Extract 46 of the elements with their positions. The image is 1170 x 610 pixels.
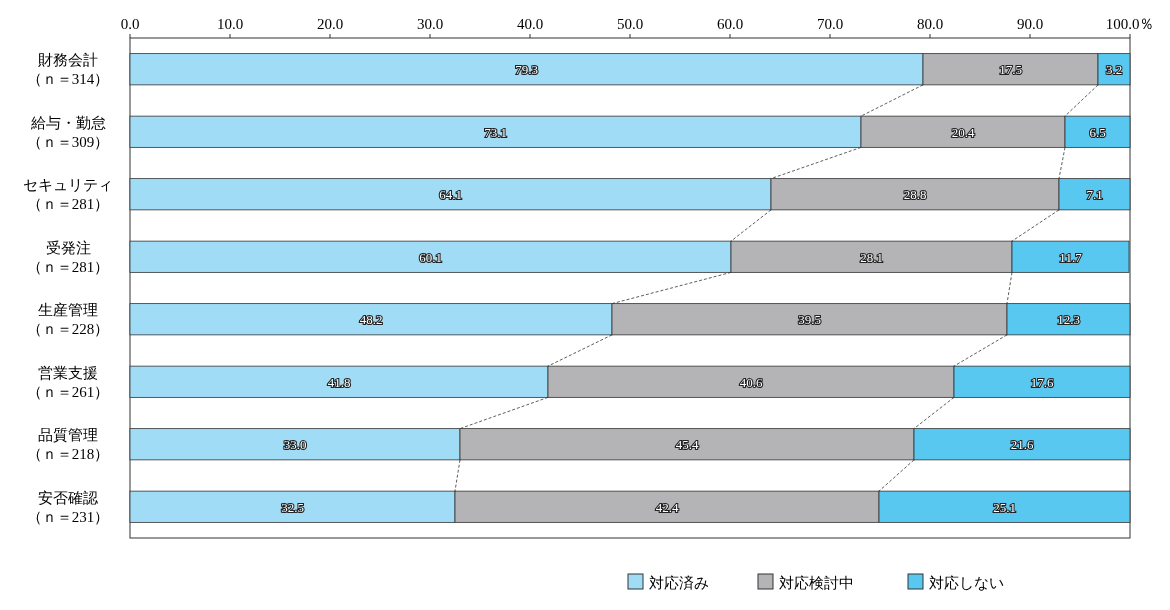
data-label: 11.7 bbox=[1059, 249, 1083, 265]
data-label: 3.2 bbox=[1105, 62, 1123, 78]
data-label: 6.5 bbox=[1089, 124, 1106, 140]
y-tick-label: 営業支援（ｎ＝261） bbox=[26, 364, 110, 400]
data-label: 28.8 bbox=[903, 187, 927, 203]
x-tick-label: 20.0 bbox=[316, 16, 344, 32]
data-label: 17.5 bbox=[999, 62, 1022, 78]
x-tick-label: 30.0 bbox=[416, 16, 444, 32]
y-tick-label: 品質管理（ｎ＝218） bbox=[26, 427, 110, 463]
data-label: 41.8 bbox=[327, 374, 351, 390]
data-label: 21.6 bbox=[1010, 437, 1034, 453]
data-label: 45.4 bbox=[675, 437, 699, 453]
y-tick-label: 受発注（ｎ＝281） bbox=[26, 239, 110, 275]
legend-label: 対応済み bbox=[649, 575, 709, 591]
x-tick-label: 80.0 bbox=[916, 16, 944, 32]
data-label: 79.3 bbox=[515, 62, 538, 78]
x-tick-label: 40.0 bbox=[516, 16, 544, 32]
x-tick-label: 0.0 bbox=[120, 16, 140, 32]
data-label: 64.1 bbox=[439, 187, 462, 203]
x-tick-label: 10.0 bbox=[216, 16, 244, 32]
data-label: 20.4 bbox=[951, 124, 975, 140]
data-label: 17.6 bbox=[1030, 374, 1054, 390]
y-tick-label: 生産管理（ｎ＝228） bbox=[26, 302, 110, 338]
data-label: 7.1 bbox=[1086, 187, 1103, 203]
legend-label: 対応検討中 bbox=[779, 575, 854, 591]
x-tick-label: 100.0％ bbox=[1105, 16, 1155, 32]
data-label: 39.5 bbox=[798, 312, 821, 328]
y-tick-label: 財務会計（ｎ＝314） bbox=[26, 52, 110, 88]
data-label: 12.3 bbox=[1057, 312, 1080, 328]
data-label: 73.1 bbox=[484, 124, 507, 140]
x-tick-label: 70.0 bbox=[816, 16, 844, 32]
data-label: 42.4 bbox=[655, 499, 679, 515]
legend-label: 対応しない bbox=[929, 575, 1004, 591]
y-tick-label: セキュリティ（ｎ＝281） bbox=[23, 177, 113, 213]
data-label: 48.2 bbox=[359, 312, 383, 328]
x-tick-label: 50.0 bbox=[616, 16, 644, 32]
y-tick-label: 安否確認（ｎ＝231） bbox=[26, 489, 110, 525]
data-label: 33.0 bbox=[283, 437, 307, 453]
y-tick-label: 給与・勤怠（ｎ＝309） bbox=[26, 114, 110, 150]
x-tick-label: 90.0 bbox=[1016, 16, 1044, 32]
data-label: 25.1 bbox=[993, 499, 1016, 515]
data-label: 32.5 bbox=[281, 499, 304, 515]
data-label: 60.1 bbox=[419, 249, 442, 265]
data-label: 40.6 bbox=[739, 374, 763, 390]
x-tick-label: 60.0 bbox=[716, 16, 744, 32]
data-label: 28.1 bbox=[860, 249, 883, 265]
